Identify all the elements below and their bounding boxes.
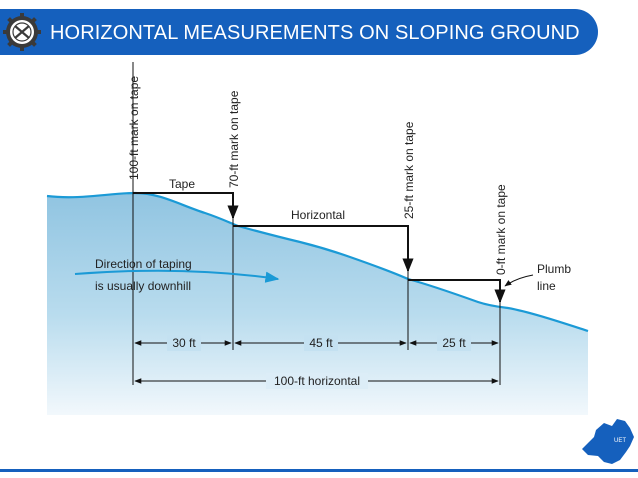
label-horizontal: Horizontal — [291, 208, 345, 222]
tape-step-2 — [233, 225, 414, 273]
label-dim-25: 25 ft — [442, 336, 466, 350]
tape-step-1 — [133, 192, 239, 220]
label-line: line — [537, 279, 556, 293]
plumb-line-leader — [504, 274, 534, 287]
footer-line — [0, 469, 638, 472]
university-gear-logo — [3, 13, 41, 51]
label-dim-45: 45 ft — [309, 336, 333, 350]
direction-arrow — [74, 269, 280, 283]
label-direction-line1: Direction of taping — [95, 257, 192, 271]
label-direction-line2: is usually downhill — [95, 279, 191, 293]
ground-slope — [47, 193, 588, 415]
label-100ft-mark: 100-ft mark on tape — [127, 76, 141, 180]
label-dim-30: 30 ft — [172, 336, 196, 350]
tape-step-3 — [408, 279, 506, 304]
ground-surface-line — [46, 191, 589, 333]
page-title: HORIZONTAL MEASUREMENTS ON SLOPING GROUN… — [50, 22, 580, 44]
label-tape: Tape — [169, 177, 195, 191]
label-25ft-mark: 25-ft mark on tape — [402, 121, 416, 219]
label-dim-total: 100-ft horizontal — [274, 374, 360, 388]
map-label: UET — [614, 438, 626, 444]
label-70ft-mark: 70-ft mark on tape — [227, 90, 241, 188]
pakistan-map-icon: UET — [582, 419, 634, 464]
label-0ft-mark: 0-ft mark on tape — [494, 184, 508, 275]
title-bar — [0, 9, 598, 55]
label-plumb: Plumb — [537, 262, 571, 276]
